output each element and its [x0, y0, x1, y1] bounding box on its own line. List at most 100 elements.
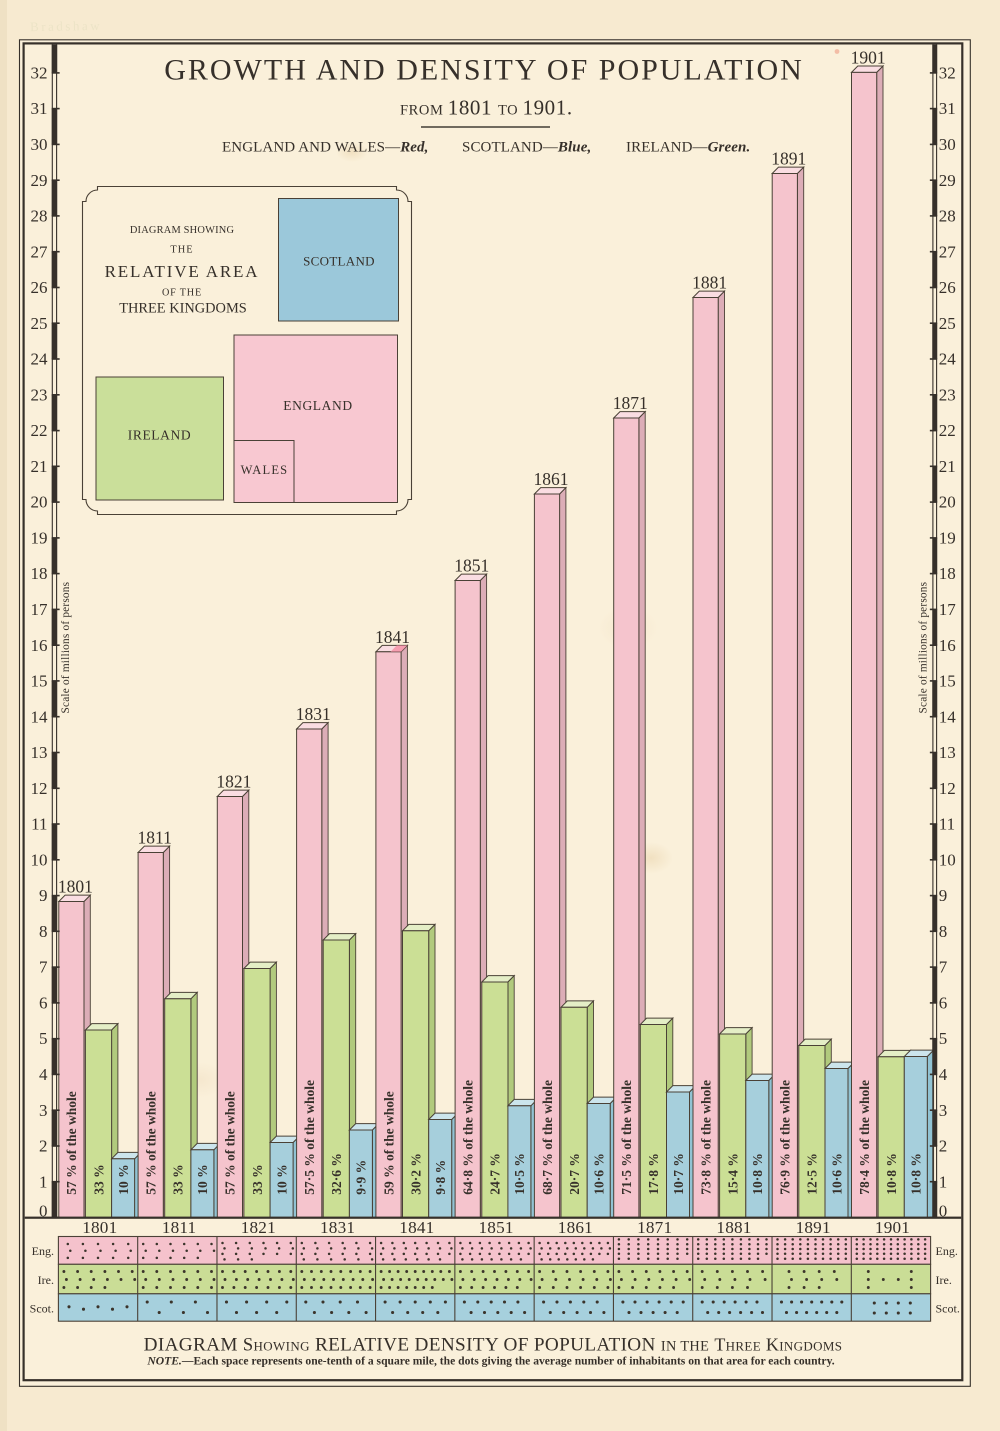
svg-text:11: 11 — [939, 815, 955, 834]
svg-text:15·4 %: 15·4 % — [726, 1153, 741, 1195]
svg-text:32: 32 — [31, 64, 48, 83]
svg-text:Bradshaw: Bradshaw — [30, 18, 102, 34]
svg-text:21: 21 — [31, 457, 48, 476]
svg-text:1: 1 — [939, 1172, 948, 1191]
svg-text:NOTE.—Each space represents on: NOTE.—Each space represents one-tenth of… — [146, 1355, 834, 1368]
svg-text:18: 18 — [31, 564, 48, 583]
svg-text:22: 22 — [31, 421, 48, 440]
svg-text:Ire.: Ire. — [38, 1273, 54, 1287]
svg-text:25: 25 — [31, 314, 48, 333]
svg-text:57 % of the whole: 57 % of the whole — [223, 1091, 238, 1195]
svg-text:3: 3 — [39, 1101, 48, 1120]
svg-text:13: 13 — [31, 743, 48, 762]
svg-text:33 %: 33 % — [171, 1164, 186, 1194]
svg-text:Scale of millions of persons: Scale of millions of persons — [918, 582, 930, 714]
svg-text:7: 7 — [39, 958, 48, 977]
svg-text:12·5 %: 12·5 % — [805, 1153, 820, 1195]
svg-text:ENGLAND: ENGLAND — [283, 398, 352, 413]
svg-text:5: 5 — [939, 1029, 948, 1048]
svg-text:1841: 1841 — [399, 1218, 434, 1237]
svg-text:17·8 %: 17·8 % — [646, 1153, 661, 1195]
svg-text:57·5 % of the whole: 57·5 % of the whole — [302, 1080, 317, 1195]
svg-text:32: 32 — [939, 64, 956, 83]
svg-text:SCOTLAND: SCOTLAND — [303, 254, 375, 269]
svg-text:19: 19 — [31, 529, 48, 548]
svg-text:10 %: 10 % — [195, 1164, 210, 1194]
svg-text:10·8 %: 10·8 % — [750, 1153, 765, 1195]
svg-text:1831: 1831 — [320, 1218, 355, 1237]
svg-text:24·7 %: 24·7 % — [488, 1153, 503, 1195]
svg-text:1901: 1901 — [875, 1218, 910, 1237]
svg-text:57 % of the whole: 57 % of the whole — [64, 1091, 79, 1195]
svg-text:28: 28 — [31, 207, 48, 226]
svg-text:DIAGRAM SHOWING: DIAGRAM SHOWING — [130, 225, 235, 236]
svg-text:Eng.: Eng. — [32, 1244, 54, 1258]
svg-text:9·8 %: 9·8 % — [433, 1160, 448, 1195]
svg-text:27: 27 — [939, 242, 957, 261]
svg-text:2: 2 — [939, 1137, 948, 1156]
svg-text:10·8 %: 10·8 % — [884, 1153, 899, 1195]
svg-text:1831: 1831 — [296, 704, 331, 724]
svg-text:1811: 1811 — [138, 828, 172, 848]
svg-text:68·7 % of the whole: 68·7 % of the whole — [540, 1080, 555, 1195]
svg-text:1891: 1891 — [771, 149, 806, 169]
svg-text:Ire.: Ire. — [936, 1273, 952, 1287]
svg-text:30·2 %: 30·2 % — [408, 1153, 423, 1195]
svg-text:15: 15 — [31, 672, 48, 691]
svg-text:1811: 1811 — [162, 1218, 197, 1237]
svg-text:29: 29 — [939, 171, 956, 190]
svg-text:15: 15 — [939, 672, 956, 691]
svg-text:16: 16 — [939, 636, 956, 655]
svg-text:1891: 1891 — [796, 1218, 831, 1237]
svg-text:10·8 %: 10·8 % — [909, 1153, 924, 1195]
svg-text:0: 0 — [39, 1202, 48, 1221]
svg-text:78·4 % of the whole: 78·4 % of the whole — [857, 1080, 872, 1195]
svg-text:WALES: WALES — [241, 463, 289, 477]
svg-text:10·5 %: 10·5 % — [512, 1153, 527, 1195]
svg-text:24: 24 — [31, 350, 49, 369]
svg-text:31: 31 — [31, 99, 48, 118]
svg-text:SCOTLAND—Blue,: SCOTLAND—Blue, — [462, 140, 591, 156]
svg-text:27: 27 — [31, 242, 49, 261]
svg-text:9·9 %: 9·9 % — [354, 1160, 369, 1195]
svg-text:10: 10 — [939, 850, 956, 869]
svg-text:23: 23 — [939, 385, 956, 404]
svg-text:17: 17 — [939, 600, 957, 619]
svg-text:6: 6 — [939, 994, 948, 1013]
svg-text:31: 31 — [939, 99, 956, 118]
svg-text:73·8 % of the whole: 73·8 % of the whole — [698, 1080, 713, 1195]
svg-text:Scale of millions of persons: Scale of millions of persons — [60, 582, 72, 714]
svg-text:1881: 1881 — [716, 1218, 751, 1237]
svg-text:12: 12 — [31, 779, 48, 798]
svg-text:20: 20 — [31, 493, 48, 512]
svg-text:22: 22 — [939, 421, 956, 440]
svg-text:20·7 %: 20·7 % — [567, 1153, 582, 1195]
svg-text:9: 9 — [939, 886, 948, 905]
svg-text:2: 2 — [39, 1137, 48, 1156]
svg-text:IRELAND: IRELAND — [128, 428, 191, 443]
svg-text:16: 16 — [31, 636, 48, 655]
svg-text:1871: 1871 — [613, 393, 648, 413]
svg-text:1821: 1821 — [241, 1218, 276, 1237]
svg-text:71·5 % of the whole: 71·5 % of the whole — [619, 1080, 634, 1195]
svg-text:33 %: 33 % — [250, 1164, 265, 1194]
svg-text:12: 12 — [939, 779, 956, 798]
svg-text:26: 26 — [31, 278, 48, 297]
svg-text:10: 10 — [31, 850, 48, 869]
svg-text:0: 0 — [939, 1202, 948, 1221]
svg-text:30: 30 — [939, 135, 956, 154]
svg-text:24: 24 — [939, 350, 957, 369]
svg-text:14: 14 — [939, 707, 957, 726]
svg-text:10 %: 10 % — [116, 1164, 131, 1194]
svg-text:1: 1 — [39, 1172, 48, 1191]
svg-text:1881: 1881 — [692, 273, 727, 293]
svg-text:1861: 1861 — [558, 1218, 593, 1237]
svg-text:1901: 1901 — [851, 48, 886, 68]
svg-text:1801: 1801 — [82, 1218, 117, 1237]
svg-text:3: 3 — [939, 1101, 948, 1120]
svg-text:THREE KINGDOMS: THREE KINGDOMS — [119, 301, 247, 317]
svg-text:20: 20 — [939, 493, 956, 512]
svg-text:10·7 %: 10·7 % — [671, 1153, 686, 1195]
svg-text:14: 14 — [31, 707, 49, 726]
svg-text:DIAGRAM Showing RELATIVE DENSI: DIAGRAM Showing RELATIVE DENSITY OF POPU… — [144, 1335, 843, 1356]
